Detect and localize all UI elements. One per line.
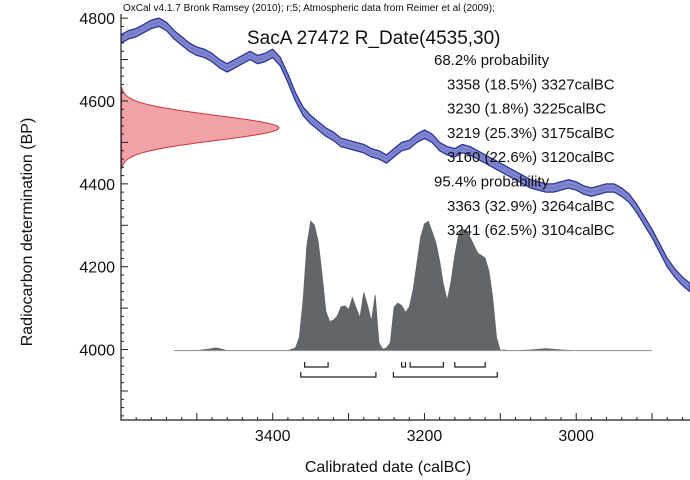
range-label: 3241 (62.5%) 3104calBC	[447, 222, 615, 239]
radiocarbon-date-distribution	[121, 86, 280, 169]
range-label: 3219 (25.3%) 3175calBC	[447, 125, 615, 142]
x-tick-label: 3200	[407, 428, 443, 445]
posterior-distribution	[174, 220, 653, 352]
calibration-curve-band	[121, 17, 690, 293]
x-axis-title: Calibrated date (calBC)	[305, 459, 471, 476]
y-tick-label: 4400	[79, 177, 115, 194]
sigma1-range-bracket	[401, 362, 407, 368]
y-tick-label: 4800	[79, 11, 115, 28]
sigma1-range-bracket	[409, 362, 444, 368]
sigma1-range-bracket	[304, 362, 329, 368]
range-label: 3358 (18.5%) 3327calBC	[447, 76, 615, 93]
calibration-curve-mean	[121, 22, 690, 288]
range-label: 3160 (22.6%) 3120calBC	[447, 149, 615, 166]
sigma2-heading: 95.4% probability	[434, 174, 550, 191]
sigma2-range-bracket	[300, 372, 377, 378]
range-label: 3230 (1.8%) 3225calBC	[447, 101, 606, 118]
axis-ticks: 4000 4200 4400 4600 4800 3400 3200 3000	[79, 11, 683, 445]
range-label: 3363 (32.9%) 3264calBC	[447, 198, 615, 215]
y-tick-label: 4600	[79, 94, 115, 111]
sigma1-heading: 68.2% probability	[434, 52, 550, 69]
x-tick-label: 3000	[558, 428, 594, 445]
y-axis-title: Radiocarbon determination (BP)	[19, 118, 36, 347]
x-tick-label: 3400	[255, 428, 291, 445]
plot-frame	[120, 14, 690, 421]
axis-lines	[120, 14, 690, 421]
y-tick-label: 4000	[79, 343, 115, 360]
y-tick-label: 4200	[79, 260, 115, 277]
plot-area	[121, 17, 690, 378]
probability-ranges-text: 68.2% probability 3358 (18.5%) 3327calBC 3…	[434, 52, 615, 239]
oxcal-header: OxCal v4.1.7 Bronk Ramsey (2010); r:5; A…	[123, 3, 495, 14]
sigma1-range-bracket	[454, 362, 486, 368]
chart-title: SacA 27472 R_Date(4535,30)	[247, 28, 501, 49]
sigma2-range-bracket	[392, 372, 498, 378]
